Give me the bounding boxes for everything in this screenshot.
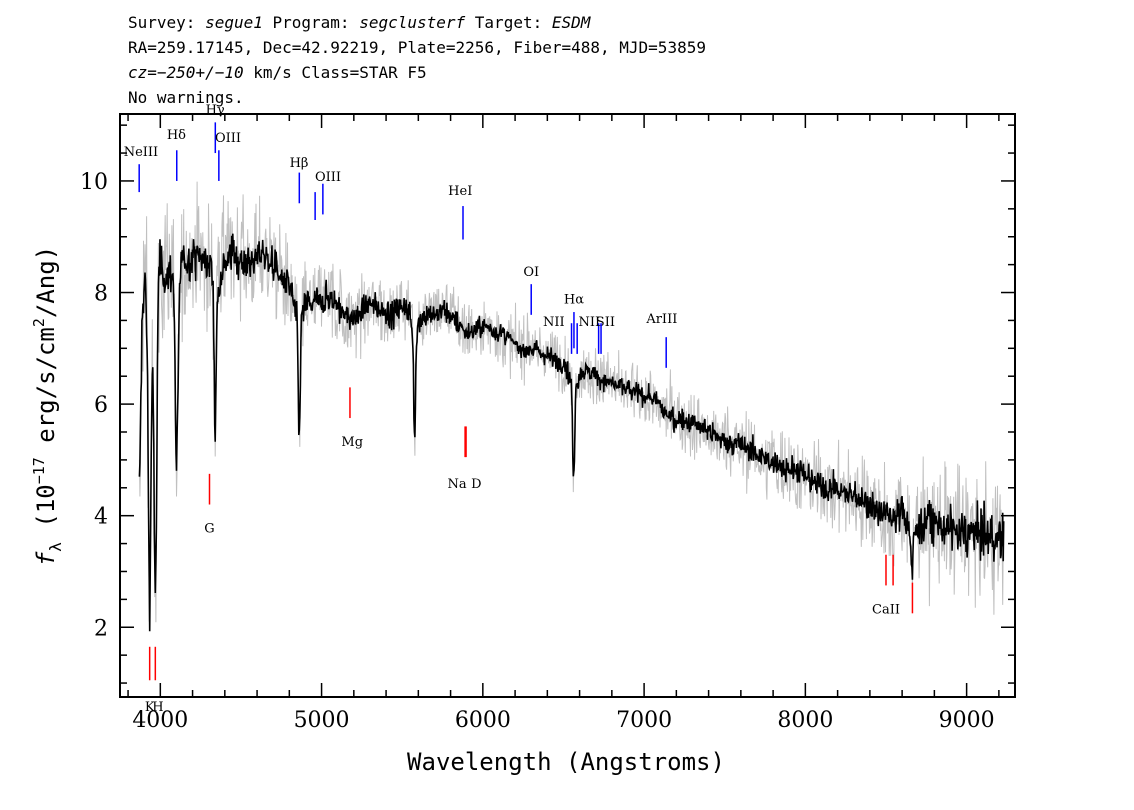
- emission-line-label: ArIII: [645, 312, 677, 327]
- emission-line-label: OIII: [315, 170, 341, 185]
- plot-frame: [119, 113, 1016, 698]
- x-tick-label: 9000: [939, 708, 995, 733]
- emission-line-label: Hα: [564, 293, 584, 308]
- absorption-line-label: Mg: [341, 435, 363, 450]
- absorption-line-label: CaII: [872, 602, 900, 617]
- x-tick-label: 6000: [455, 708, 511, 733]
- emission-line-label: Hγ: [206, 103, 225, 118]
- emission-line-label: SII: [596, 315, 615, 330]
- y-tick-label: 4: [94, 505, 108, 530]
- y-tick-label: 10: [80, 170, 108, 195]
- x-tick-label: 4000: [132, 708, 188, 733]
- plot-header: Survey: segue1 Program: segclusterf Targ…: [128, 13, 706, 107]
- x-axis-ticks: 4000 5000 6000 7000 8000 9000: [127, 114, 1000, 733]
- emission-line-label: OI: [523, 265, 539, 280]
- header-line-1: Survey: segue1 Program: segclusterf Targ…: [128, 13, 592, 32]
- absorption-line-label: D: [471, 477, 481, 492]
- emission-line-label: Hβ: [290, 156, 309, 171]
- x-tick-label: 5000: [294, 708, 350, 733]
- header-line-3: cz=−250+/−10 km/s Class=STAR F5: [128, 63, 427, 82]
- emission-line-label: NII: [543, 315, 565, 330]
- y-tick-label: 8: [94, 282, 108, 307]
- x-axis-label: Wavelength (Angstroms): [407, 748, 725, 776]
- y-axis-ticks: 2 4 6 8 10: [80, 124, 1015, 684]
- emission-line-label: NeIII: [124, 145, 158, 160]
- absorption-line-label: K: [145, 700, 155, 715]
- emission-line-label: NII: [578, 315, 600, 330]
- header-line-4: No warnings.: [128, 88, 244, 107]
- absorption-line-label: G: [204, 521, 214, 536]
- y-axis-label: fλ (10−17 erg/s/cm2/Ang): [30, 246, 65, 566]
- x-tick-label: 8000: [777, 708, 833, 733]
- flux-path: [138, 233, 1005, 632]
- emission-line-label: HeI: [448, 184, 472, 199]
- y-tick-label: 6: [94, 393, 108, 418]
- x-tick-label: 7000: [616, 708, 672, 733]
- flux-series: [138, 233, 1005, 632]
- emission-line-label: OIII: [215, 131, 241, 146]
- axes: 4000 5000 6000 7000 8000 9000 2 4 6 8 10: [80, 113, 1016, 733]
- header-line-2: RA=259.17145, Dec=42.92219, Plate=2256, …: [128, 38, 706, 57]
- absorption-line-label: Na: [447, 477, 466, 492]
- emission-line-label: Hδ: [167, 128, 186, 143]
- absorption-line-label: H: [152, 700, 163, 715]
- y-tick-label: 2: [94, 616, 108, 641]
